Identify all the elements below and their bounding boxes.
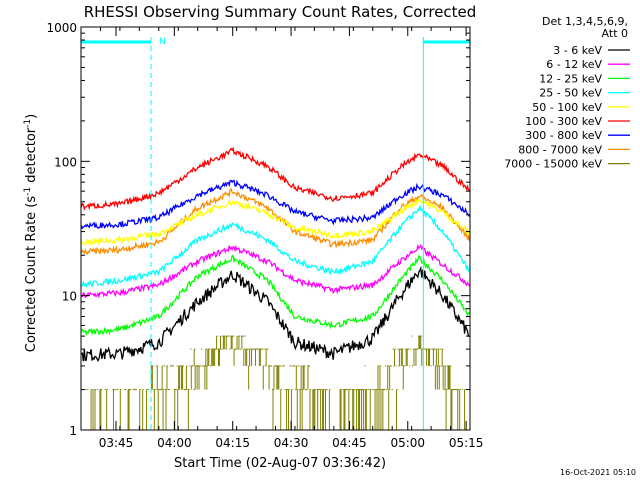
legend-item: 25 - 50 keV [539, 87, 630, 100]
x-tick-label: 04:00 [157, 436, 192, 450]
series-5 [80, 146, 470, 211]
axes-layer: 1 10 100 1000 03:45 04:00 04:15 04:30 04:45 05:00… [46, 21, 483, 450]
night-label: N [159, 37, 166, 47]
series-0 [81, 265, 470, 362]
legend-label: 300 - 800 keV [525, 129, 602, 142]
legend-item: 6 - 12 keV [546, 58, 630, 71]
legend-header-line: Det 1,3,4,5,6,9, [542, 15, 628, 28]
series-2 [80, 254, 470, 337]
y-tick-label: 1000 [46, 21, 77, 35]
x-tick-label: 05:15 [449, 436, 484, 450]
legend-label: 25 - 50 keV [539, 87, 602, 100]
y-axis-label: Corrected Count Rate (s-1 detector-1) [23, 114, 39, 352]
x-tick-label: 04:45 [332, 436, 367, 450]
series-line [81, 265, 470, 362]
legend-label: 12 - 25 keV [539, 72, 602, 85]
legend-label: 6 - 12 keV [546, 58, 602, 71]
legend-item: 50 - 100 keV [532, 101, 630, 114]
y-axis-label-sup1: -1 [23, 187, 33, 196]
series-6 [80, 179, 470, 230]
y-axis-label-mid: detector [24, 127, 39, 187]
x-tick-label: 05:00 [390, 436, 425, 450]
y-axis-label-end: ) [24, 114, 39, 119]
series-8 [81, 335, 471, 431]
chart-title: RHESSI Observing Summary Count Rates, Co… [84, 3, 477, 21]
series-line [81, 243, 471, 299]
y-axis-label-main: Corrected Count Rate (s [24, 196, 39, 353]
legend-header-line: Att 0 [602, 27, 628, 40]
legend-item: 800 - 7000 keV [518, 143, 630, 156]
legend-label: 7000 - 15000 keV [504, 158, 602, 171]
y-tick-label: 10 [62, 290, 77, 304]
legend-item: 3 - 6 keV [553, 44, 630, 57]
x-tick-label: 04:15 [215, 436, 250, 450]
y-axis-label-sup2: -1 [23, 119, 33, 128]
series-line [80, 198, 471, 246]
footer-timestamp: 16-Oct-2021 05:10 [560, 468, 636, 477]
series-line [80, 205, 471, 289]
series-1 [81, 243, 471, 299]
y-tick-label: 100 [54, 155, 77, 169]
series-line [80, 179, 470, 230]
legend-item: 12 - 25 keV [539, 72, 630, 85]
legend-label: 50 - 100 keV [532, 101, 602, 114]
x-tick-label: 03:45 [99, 436, 134, 450]
y-tick-label: 1 [69, 424, 77, 438]
series-3 [80, 205, 471, 289]
legend-item: 100 - 300 keV [525, 115, 630, 128]
legend-label: 800 - 7000 keV [518, 143, 602, 156]
series-line [80, 146, 470, 211]
legend-label: 3 - 6 keV [553, 44, 602, 57]
series-layer [80, 146, 471, 431]
legend-item: 300 - 800 keV [525, 129, 630, 142]
legend-label: 100 - 300 keV [525, 115, 602, 128]
series-line [80, 254, 470, 337]
series-4 [80, 198, 471, 246]
legend-item: 7000 - 15000 keV [504, 158, 630, 171]
x-tick-label: 04:30 [274, 436, 309, 450]
x-axis-label: Start Time (02-Aug-07 03:36:42) [174, 456, 386, 471]
